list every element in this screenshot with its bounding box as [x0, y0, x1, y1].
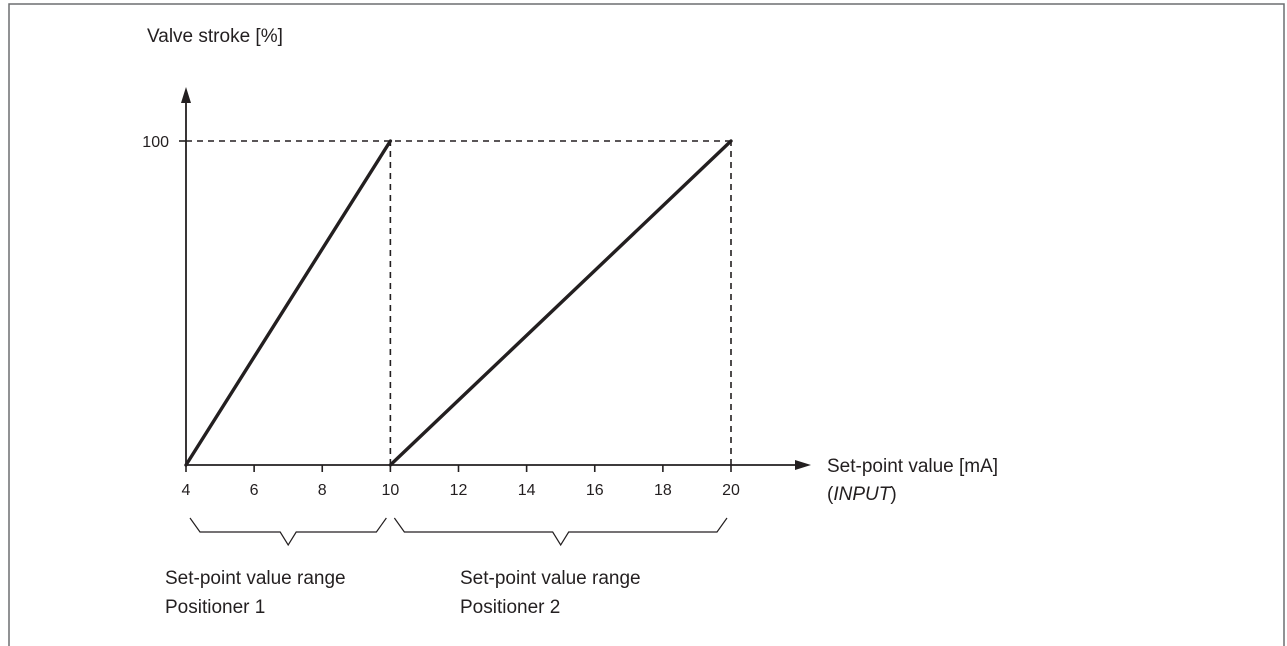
- x-axis-subtitle-close: ): [890, 484, 896, 505]
- figure-frame: [8, 3, 1285, 646]
- series-line-positioner-2: [388, 139, 733, 467]
- range-label-line2-1: Positioner 1: [165, 597, 265, 618]
- x-tick-label-10: 10: [381, 482, 399, 499]
- x-axis-subtitle-input: INPUT: [833, 484, 891, 505]
- range-brace-2: [393, 517, 728, 547]
- x-tick-label-18: 18: [654, 482, 672, 499]
- range-label-line2-2: Positioner 2: [460, 597, 560, 618]
- range-brace-1: [189, 517, 387, 547]
- axes: [181, 87, 811, 470]
- y-axis-arrowhead: [181, 87, 191, 103]
- x-tick-label-4: 4: [182, 482, 191, 499]
- x-tick-label-14: 14: [518, 482, 536, 499]
- reference-lines: [186, 140, 732, 465]
- x-tick-label-6: 6: [250, 482, 259, 499]
- ticks: 4 6 8 10 12 14 16 18 20 100: [142, 134, 740, 499]
- x-axis-subtitle: (INPUT): [827, 484, 897, 505]
- x-axis-title: Set-point value [mA]: [827, 456, 998, 477]
- x-tick-label-16: 16: [586, 482, 604, 499]
- y-axis-title: Valve stroke [%]: [147, 26, 283, 47]
- series-line-positioner-1: [184, 139, 393, 467]
- range-label-line1-2: Set-point value range: [460, 568, 641, 589]
- x-tick-label-12: 12: [450, 482, 468, 499]
- range-label-line1-1: Set-point value range: [165, 568, 346, 589]
- series-lines: [184, 139, 733, 467]
- x-axis-arrowhead: [795, 460, 811, 470]
- range-braces: Set-point value range Positioner 1 Set-poi…: [165, 517, 728, 618]
- x-axis-subtitle-open: (: [827, 484, 834, 505]
- y-tick-label-100: 100: [142, 134, 169, 151]
- x-tick-label-8: 8: [318, 482, 327, 499]
- x-tick-label-20: 20: [722, 482, 740, 499]
